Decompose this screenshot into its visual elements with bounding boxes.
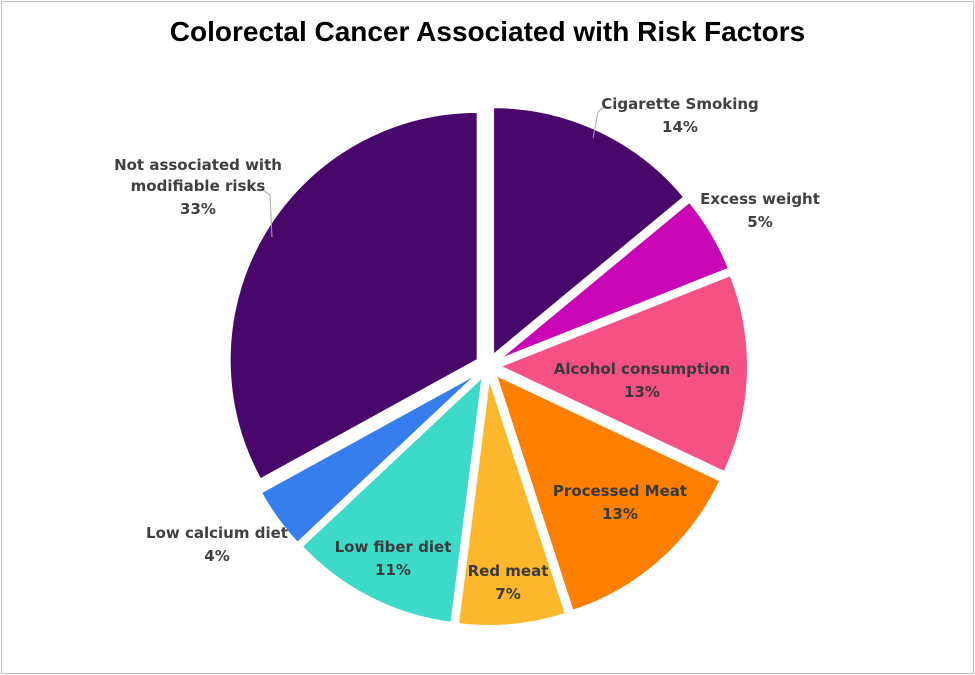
slice-value: 7% [495,585,520,603]
pie-slice-6 [300,374,484,624]
slice-name-line: Alcohol consumption [554,360,730,378]
pie-slice-1 [492,106,686,358]
slice-label-text-4: Processed Meat 13% [553,482,687,523]
leader-line-8 [262,189,273,238]
slice-label-2: Excess weight 5% [700,190,820,231]
slice-label-text-5: Red meat 7% [468,562,549,603]
slice-label-5: Red meat 7% [468,562,549,603]
leader-line-1 [592,105,606,139]
slice-name-line: modifiable risks [131,177,266,195]
pie-slice-3 [497,273,749,474]
slice-label-4: Processed Meat 13% [553,482,687,523]
chart-title: Colorectal Cancer Associated with Risk F… [169,16,806,47]
slice-label-1: Cigarette Smoking 14% [601,95,759,136]
slice-name-line: Low calcium diet [146,524,288,542]
pie-slice-4 [494,373,722,613]
slice-value: 5% [747,213,772,231]
slice-label-7: Low calcium diet 4% [146,524,288,565]
slice-label-text-1: Cigarette Smoking 14% [601,95,759,136]
slice-value: 13% [602,505,638,523]
pie-slice-5 [456,377,568,627]
slice-label-3: Alcohol consumption 13% [554,360,730,401]
slice-label-text-8: Not associated with modifiable risks 33% [114,156,282,218]
slice-value: 13% [624,383,660,401]
slice-label-6: Low fiber diet 11% [335,538,452,579]
slice-label-text-6: Low fiber diet 11% [335,538,452,579]
slice-name-line: Red meat [468,562,549,580]
slice-name-line: Cigarette Smoking [601,95,759,113]
pie-slice-7 [259,372,479,545]
pie-slice-8 [228,110,479,481]
slice-value: 14% [662,118,698,136]
slice-name-line: Low fiber diet [335,538,452,556]
slice-label-8: Not associated with modifiable risks 33% [114,156,282,218]
slice-name-line: Excess weight [700,190,820,208]
slice-label-text-2: Excess weight 5% [700,190,820,231]
slice-value: 4% [204,547,229,565]
pie-slice-2 [497,200,731,361]
slice-name-line: Not associated with [114,156,282,174]
slice-name-line: Processed Meat [553,482,687,500]
slice-value: 11% [375,561,411,579]
slice-label-text-7: Low calcium diet 4% [146,524,288,565]
slice-label-text-3: Alcohol consumption 13% [554,360,730,401]
slice-value: 33% [180,200,216,218]
